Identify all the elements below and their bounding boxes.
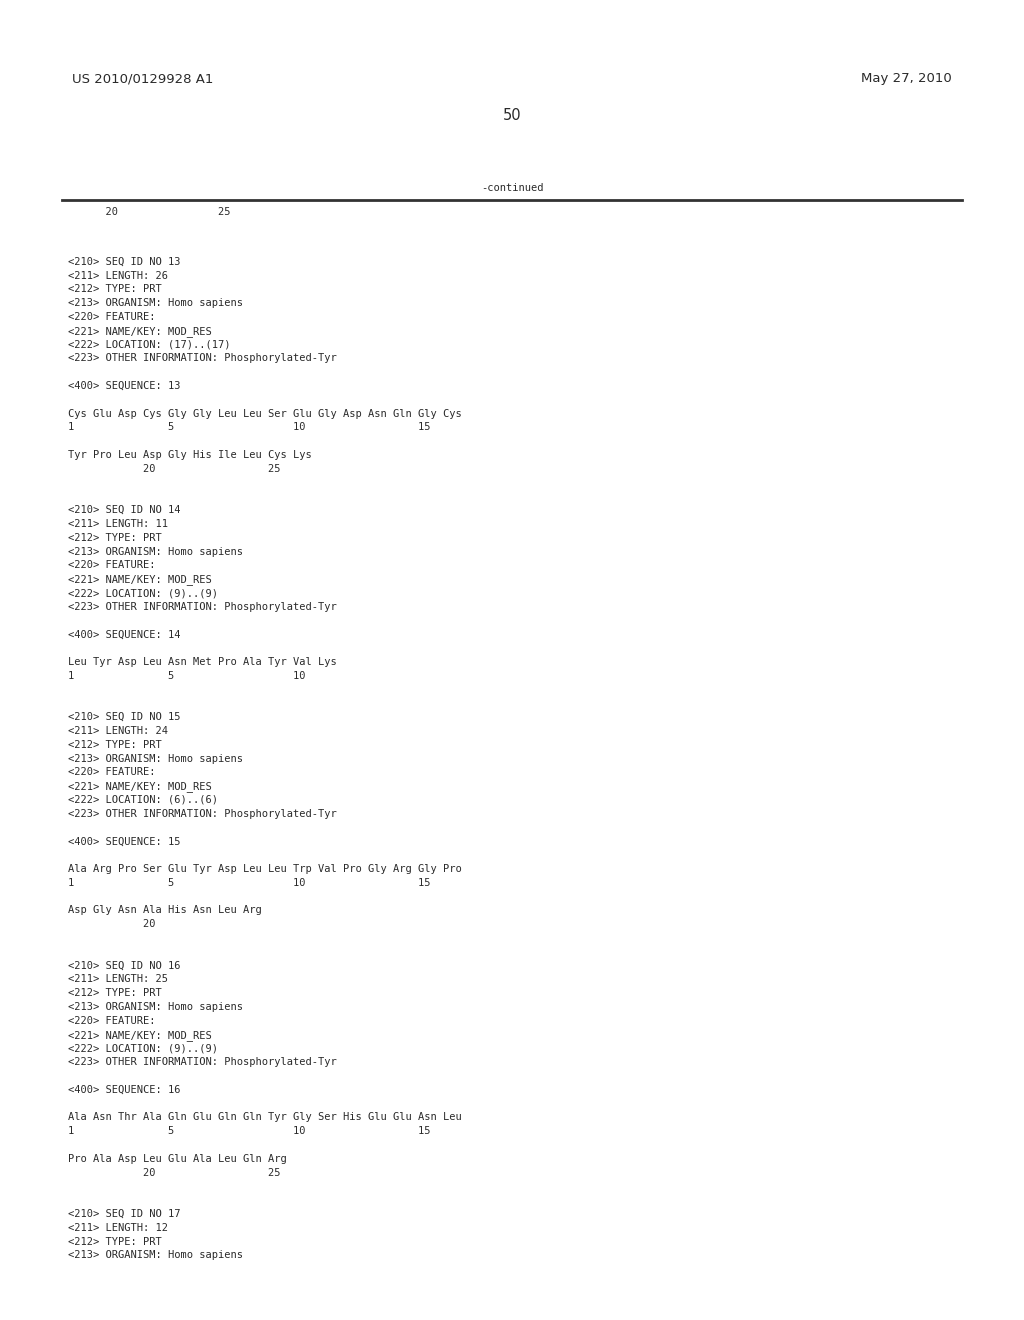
Text: <210> SEQ ID NO 14: <210> SEQ ID NO 14 xyxy=(68,506,180,515)
Text: 1               5                   10                  15: 1 5 10 15 xyxy=(68,878,430,888)
Text: <213> ORGANISM: Homo sapiens: <213> ORGANISM: Homo sapiens xyxy=(68,754,243,763)
Text: <222> LOCATION: (17)..(17): <222> LOCATION: (17)..(17) xyxy=(68,339,230,350)
Text: <400> SEQUENCE: 13: <400> SEQUENCE: 13 xyxy=(68,381,180,391)
Text: <211> LENGTH: 12: <211> LENGTH: 12 xyxy=(68,1222,168,1233)
Text: <213> ORGANISM: Homo sapiens: <213> ORGANISM: Homo sapiens xyxy=(68,1250,243,1261)
Text: <213> ORGANISM: Homo sapiens: <213> ORGANISM: Homo sapiens xyxy=(68,546,243,557)
Text: <210> SEQ ID NO 17: <210> SEQ ID NO 17 xyxy=(68,1209,180,1218)
Text: <211> LENGTH: 26: <211> LENGTH: 26 xyxy=(68,271,168,281)
Text: 20                  25: 20 25 xyxy=(68,1168,281,1177)
Text: <212> TYPE: PRT: <212> TYPE: PRT xyxy=(68,533,162,543)
Text: 20: 20 xyxy=(68,919,156,929)
Text: Tyr Pro Leu Asp Gly His Ile Leu Cys Lys: Tyr Pro Leu Asp Gly His Ile Leu Cys Lys xyxy=(68,450,311,459)
Text: -continued: -continued xyxy=(480,183,544,193)
Text: <223> OTHER INFORMATION: Phosphorylated-Tyr: <223> OTHER INFORMATION: Phosphorylated-… xyxy=(68,809,337,818)
Text: <221> NAME/KEY: MOD_RES: <221> NAME/KEY: MOD_RES xyxy=(68,781,212,792)
Text: <210> SEQ ID NO 13: <210> SEQ ID NO 13 xyxy=(68,257,180,267)
Text: <220> FEATURE:: <220> FEATURE: xyxy=(68,1016,156,1026)
Text: Pro Ala Asp Leu Glu Ala Leu Gln Arg: Pro Ala Asp Leu Glu Ala Leu Gln Arg xyxy=(68,1154,287,1164)
Text: <400> SEQUENCE: 15: <400> SEQUENCE: 15 xyxy=(68,837,180,846)
Text: <222> LOCATION: (9)..(9): <222> LOCATION: (9)..(9) xyxy=(68,1043,218,1053)
Text: 1               5                   10                  15: 1 5 10 15 xyxy=(68,1126,430,1137)
Text: <210> SEQ ID NO 16: <210> SEQ ID NO 16 xyxy=(68,961,180,970)
Text: <400> SEQUENCE: 14: <400> SEQUENCE: 14 xyxy=(68,630,180,639)
Text: US 2010/0129928 A1: US 2010/0129928 A1 xyxy=(72,73,213,84)
Text: Leu Tyr Asp Leu Asn Met Pro Ala Tyr Val Lys: Leu Tyr Asp Leu Asn Met Pro Ala Tyr Val … xyxy=(68,657,337,667)
Text: <221> NAME/KEY: MOD_RES: <221> NAME/KEY: MOD_RES xyxy=(68,1030,212,1040)
Text: <211> LENGTH: 11: <211> LENGTH: 11 xyxy=(68,519,168,529)
Text: <211> LENGTH: 24: <211> LENGTH: 24 xyxy=(68,726,168,737)
Text: <212> TYPE: PRT: <212> TYPE: PRT xyxy=(68,1237,162,1246)
Text: Asp Gly Asn Ala His Asn Leu Arg: Asp Gly Asn Ala His Asn Leu Arg xyxy=(68,906,262,915)
Text: <212> TYPE: PRT: <212> TYPE: PRT xyxy=(68,739,162,750)
Text: Cys Glu Asp Cys Gly Gly Leu Leu Ser Glu Gly Asp Asn Gln Gly Cys: Cys Glu Asp Cys Gly Gly Leu Leu Ser Glu … xyxy=(68,409,462,418)
Text: <212> TYPE: PRT: <212> TYPE: PRT xyxy=(68,989,162,998)
Text: <221> NAME/KEY: MOD_RES: <221> NAME/KEY: MOD_RES xyxy=(68,574,212,585)
Text: Ala Asn Thr Ala Gln Glu Gln Gln Tyr Gly Ser His Glu Glu Asn Leu: Ala Asn Thr Ala Gln Glu Gln Gln Tyr Gly … xyxy=(68,1113,462,1122)
Text: <400> SEQUENCE: 16: <400> SEQUENCE: 16 xyxy=(68,1085,180,1094)
Text: <222> LOCATION: (6)..(6): <222> LOCATION: (6)..(6) xyxy=(68,795,218,805)
Text: <213> ORGANISM: Homo sapiens: <213> ORGANISM: Homo sapiens xyxy=(68,298,243,308)
Text: <220> FEATURE:: <220> FEATURE: xyxy=(68,767,156,777)
Text: Ala Arg Pro Ser Glu Tyr Asp Leu Leu Trp Val Pro Gly Arg Gly Pro: Ala Arg Pro Ser Glu Tyr Asp Leu Leu Trp … xyxy=(68,865,462,874)
Text: 1               5                   10                  15: 1 5 10 15 xyxy=(68,422,430,433)
Text: May 27, 2010: May 27, 2010 xyxy=(861,73,952,84)
Text: 50: 50 xyxy=(503,108,521,123)
Text: <221> NAME/KEY: MOD_RES: <221> NAME/KEY: MOD_RES xyxy=(68,326,212,337)
Text: <223> OTHER INFORMATION: Phosphorylated-Tyr: <223> OTHER INFORMATION: Phosphorylated-… xyxy=(68,354,337,363)
Text: 20                  25: 20 25 xyxy=(68,463,281,474)
Text: <222> LOCATION: (9)..(9): <222> LOCATION: (9)..(9) xyxy=(68,587,218,598)
Text: <213> ORGANISM: Homo sapiens: <213> ORGANISM: Homo sapiens xyxy=(68,1002,243,1012)
Text: <223> OTHER INFORMATION: Phosphorylated-Tyr: <223> OTHER INFORMATION: Phosphorylated-… xyxy=(68,602,337,611)
Text: <210> SEQ ID NO 15: <210> SEQ ID NO 15 xyxy=(68,713,180,722)
Text: <220> FEATURE:: <220> FEATURE: xyxy=(68,312,156,322)
Text: <212> TYPE: PRT: <212> TYPE: PRT xyxy=(68,284,162,294)
Text: 1               5                   10: 1 5 10 xyxy=(68,671,305,681)
Text: <220> FEATURE:: <220> FEATURE: xyxy=(68,561,156,570)
Text: 20                25: 20 25 xyxy=(68,207,230,216)
Text: <211> LENGTH: 25: <211> LENGTH: 25 xyxy=(68,974,168,985)
Text: <223> OTHER INFORMATION: Phosphorylated-Tyr: <223> OTHER INFORMATION: Phosphorylated-… xyxy=(68,1057,337,1067)
